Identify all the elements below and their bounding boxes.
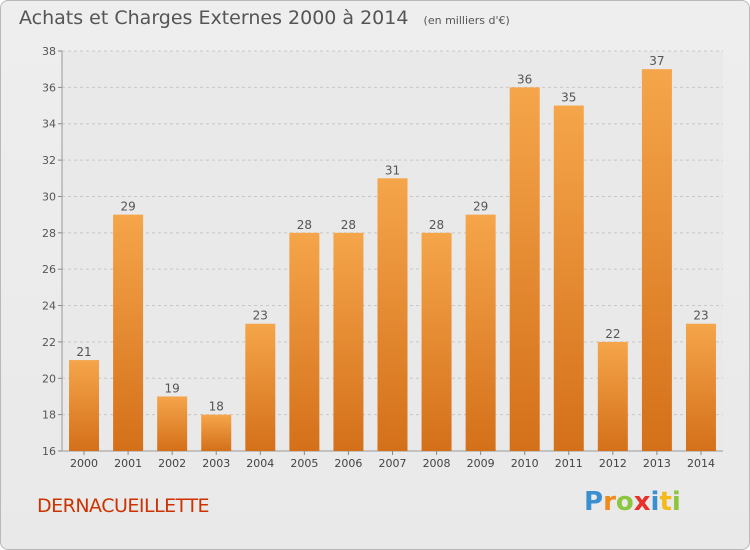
bar-2006: [333, 232, 364, 451]
chart-title: Achats et Charges Externes 2000 à 2014: [19, 7, 409, 29]
value-label-2014: 23: [693, 309, 708, 323]
y-tick-label: 18: [42, 409, 56, 422]
logo-letter: o: [615, 487, 634, 517]
x-tick-label-2013: 2013: [643, 457, 671, 470]
y-tick-label: 22: [42, 336, 56, 349]
logo-letter: x: [633, 487, 651, 517]
x-tick-label-2011: 2011: [555, 457, 583, 470]
y-tick-label: 24: [42, 300, 56, 313]
y-tick-label: 38: [42, 45, 56, 58]
bar-2013: [641, 69, 672, 451]
bar-2007: [377, 178, 408, 452]
x-tick-label-2002: 2002: [158, 457, 186, 470]
y-tick-label: 26: [42, 263, 56, 276]
y-tick-label: 34: [42, 118, 56, 131]
bar-2002: [157, 396, 188, 451]
x-tick-label-2003: 2003: [202, 457, 230, 470]
y-tick-label: 16: [42, 445, 56, 458]
value-label-2005: 28: [297, 218, 312, 232]
proxiti-logo: Proxiti: [584, 487, 681, 517]
x-tick-label-2005: 2005: [290, 457, 318, 470]
x-tick-label-2001: 2001: [114, 457, 142, 470]
bar-2014: [685, 323, 716, 451]
x-tick-label-2012: 2012: [599, 457, 627, 470]
value-label-2000: 21: [76, 345, 91, 359]
x-tick-label-2010: 2010: [511, 457, 539, 470]
unit-note: (en milliers d'€): [423, 14, 510, 27]
y-tick-label: 28: [42, 227, 56, 240]
x-tick-label-2014: 2014: [687, 457, 715, 470]
x-tick-label-2008: 2008: [423, 457, 451, 470]
x-tick-label-2009: 2009: [467, 457, 495, 470]
value-label-2003: 18: [209, 400, 224, 414]
value-label-2011: 35: [561, 91, 576, 105]
value-label-2002: 19: [165, 381, 180, 395]
x-tick-label-2007: 2007: [379, 457, 407, 470]
value-label-2006: 28: [341, 218, 356, 232]
value-label-2001: 29: [120, 200, 135, 214]
y-tick-label: 32: [42, 154, 56, 167]
value-label-2009: 29: [473, 200, 488, 214]
bar-2010: [509, 87, 540, 451]
logo-letter: i: [671, 487, 681, 517]
logo-letter: P: [584, 487, 604, 517]
bar-2011: [553, 105, 584, 451]
bar-2001: [113, 214, 144, 451]
y-tick-label: 20: [42, 372, 56, 385]
value-label-2004: 23: [253, 309, 268, 323]
title-row: Achats et Charges Externes 2000 à 2014 (…: [19, 7, 510, 29]
value-label-2008: 28: [429, 218, 444, 232]
bar-2009: [465, 214, 496, 451]
bar-2000: [69, 360, 100, 451]
y-tick-label: 36: [42, 81, 56, 94]
bar-2008: [421, 232, 452, 451]
bar-2012: [597, 341, 628, 451]
bar-2005: [289, 232, 320, 451]
logo-letter: r: [603, 487, 616, 517]
y-tick-label: 30: [42, 190, 56, 203]
x-tick-label-2004: 2004: [246, 457, 274, 470]
bar-2003: [201, 414, 232, 451]
logo-letter: i: [650, 487, 660, 517]
value-label-2013: 37: [649, 54, 664, 68]
logo-letter: t: [659, 487, 672, 517]
value-label-2007: 31: [385, 163, 400, 177]
x-tick-label-2006: 2006: [334, 457, 362, 470]
x-tick-label-2000: 2000: [70, 457, 98, 470]
value-label-2010: 36: [517, 72, 532, 86]
bar-2004: [245, 323, 276, 451]
commune-name: DERNACUEILLETTE: [37, 495, 210, 517]
value-label-2012: 22: [605, 327, 620, 341]
